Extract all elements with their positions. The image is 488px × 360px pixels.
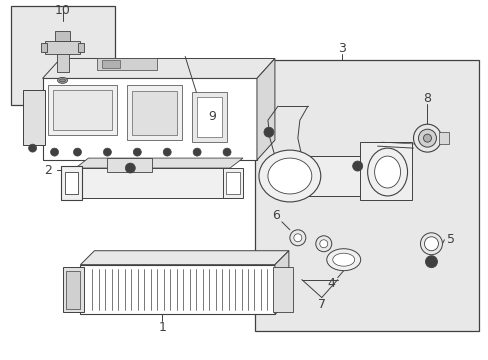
Text: 7: 7 [317, 298, 325, 311]
Ellipse shape [326, 249, 360, 271]
Circle shape [425, 256, 437, 268]
Polygon shape [256, 58, 274, 160]
Bar [225, 172, 240, 194]
Ellipse shape [319, 240, 327, 248]
Ellipse shape [293, 234, 301, 242]
Polygon shape [274, 251, 288, 315]
Text: 8: 8 [423, 92, 430, 105]
Bar [197, 97, 222, 137]
Ellipse shape [413, 124, 441, 152]
Text: 1: 1 [158, 321, 166, 334]
Text: 9: 9 [208, 110, 216, 123]
Bar [274, 156, 364, 196]
Circle shape [73, 148, 81, 156]
Bar [64, 172, 78, 194]
Ellipse shape [289, 230, 305, 246]
Bar [61, 166, 82, 200]
Text: 3: 3 [337, 42, 345, 55]
Circle shape [29, 144, 37, 152]
Polygon shape [75, 158, 243, 168]
Polygon shape [81, 251, 288, 265]
Circle shape [163, 148, 171, 156]
Bar [78, 42, 84, 53]
Bar [65, 271, 81, 309]
Bar [223, 168, 243, 198]
Ellipse shape [423, 134, 430, 142]
Bar [439, 132, 448, 144]
Text: 5: 5 [447, 233, 454, 246]
Ellipse shape [259, 150, 320, 202]
Ellipse shape [424, 237, 438, 251]
Text: 2: 2 [44, 163, 52, 176]
Ellipse shape [374, 156, 400, 188]
Bar [44, 41, 81, 54]
Circle shape [133, 148, 141, 156]
Circle shape [352, 161, 362, 171]
Bar [127, 85, 182, 140]
Circle shape [264, 127, 273, 137]
Bar [107, 158, 152, 172]
Circle shape [193, 148, 201, 156]
Text: 10: 10 [55, 4, 70, 17]
Bar [97, 58, 157, 71]
Bar [47, 85, 117, 135]
Ellipse shape [332, 253, 354, 266]
Polygon shape [42, 58, 274, 78]
Bar [11, 6, 115, 105]
Bar [75, 168, 229, 198]
Bar [41, 42, 46, 53]
Bar [192, 92, 226, 142]
Ellipse shape [60, 79, 65, 82]
Circle shape [103, 148, 111, 156]
Bar [102, 60, 120, 68]
Bar [132, 91, 177, 135]
Text: 6: 6 [271, 210, 279, 222]
Bar [55, 31, 70, 41]
Ellipse shape [267, 158, 311, 194]
Bar [81, 265, 274, 315]
Ellipse shape [315, 236, 331, 252]
Bar [22, 90, 44, 145]
Circle shape [50, 148, 59, 156]
Bar [57, 50, 68, 72]
Ellipse shape [420, 233, 442, 255]
Bar [254, 60, 478, 332]
Ellipse shape [58, 77, 67, 84]
Ellipse shape [418, 129, 436, 147]
Bar [42, 78, 256, 160]
Circle shape [427, 259, 433, 265]
Circle shape [125, 163, 135, 173]
Circle shape [355, 164, 359, 168]
Bar [359, 142, 411, 200]
Text: 4: 4 [327, 277, 335, 290]
Bar [62, 267, 84, 312]
Circle shape [223, 148, 230, 156]
Bar [272, 267, 292, 312]
Bar [52, 90, 112, 130]
Ellipse shape [367, 148, 407, 196]
